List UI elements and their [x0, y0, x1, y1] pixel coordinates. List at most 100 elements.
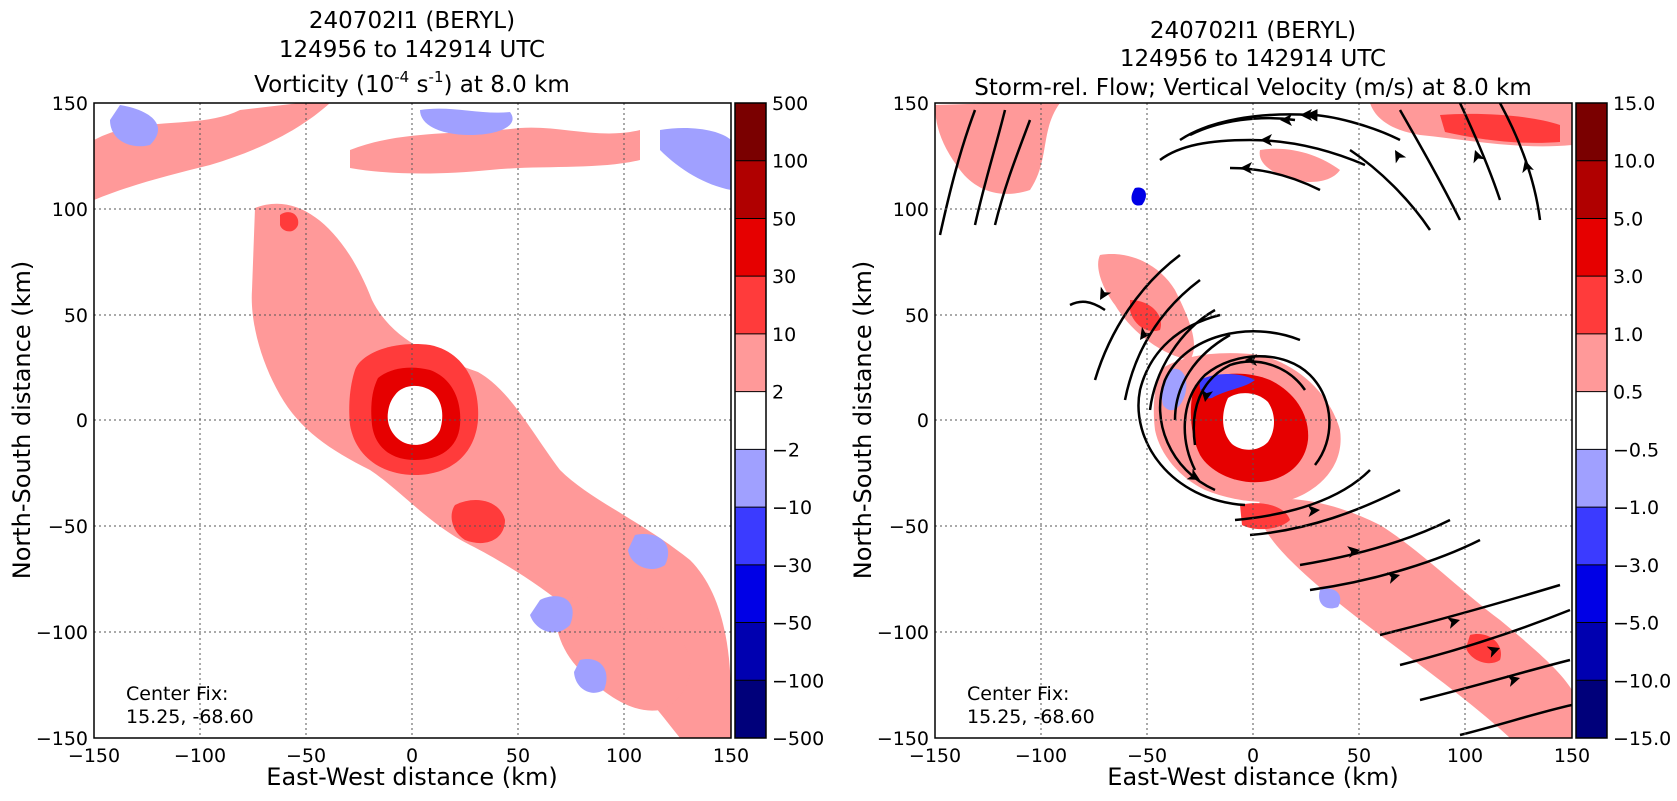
vorticity-north-arc-east: [350, 127, 640, 174]
streamline: [1399, 608, 1571, 667]
colorbar-tick-label: −10: [772, 497, 812, 519]
vorticity-y-axis: 150 100 50 0 −50 −100 −150: [36, 93, 88, 750]
streamline: [1192, 360, 1307, 446]
colorbar-tick-label: 50: [772, 208, 796, 230]
vorticity-center-fix-value: 15.25, -68.60: [126, 706, 254, 728]
colorbar-swatch: [1576, 391, 1607, 450]
streamline: [1069, 300, 1106, 312]
streamline: [1309, 538, 1481, 592]
colorbar-swatch: [735, 218, 766, 277]
tick-label: 0: [1247, 745, 1259, 767]
vertical-velocity-panel: 240702I1 (BERYL) 124956 to 142914 UTC St…: [849, 18, 1671, 791]
streamline-arrow: [1522, 160, 1534, 174]
tick-label: 50: [64, 305, 88, 327]
tick-label: −150: [68, 745, 120, 767]
tick-label: 100: [893, 199, 929, 221]
tick-label: 150: [893, 93, 929, 115]
streamline: [1249, 488, 1401, 537]
streamline: [1229, 166, 1321, 192]
tick-label: −150: [877, 728, 929, 750]
tick-label: 50: [1347, 745, 1371, 767]
wvel-west-core: [1130, 300, 1161, 332]
streamline-arrow: [1260, 134, 1272, 146]
colorbar-tick-label: 5.0: [1613, 208, 1643, 230]
tick-label: 0: [76, 410, 88, 432]
vorticity-negative-south: [574, 659, 607, 693]
vorticity-negative-northeast: [660, 128, 731, 190]
wvel-x-axis: −150 −100 −50 0 50 100 150: [909, 745, 1590, 767]
colorbar-tick-label: −1.0: [1613, 497, 1659, 519]
streamline-arrow: [1100, 286, 1112, 300]
tick-label: 100: [52, 199, 88, 221]
wvel-center-fix-value: 15.25, -68.60: [967, 706, 1095, 728]
colorbar-swatch: [1576, 564, 1607, 624]
streamline: [993, 119, 1032, 226]
tick-label: 150: [1554, 745, 1590, 767]
colorbar-swatch: [1576, 218, 1607, 277]
tick-label: −100: [877, 622, 929, 644]
streamline: [1093, 254, 1181, 381]
streamline-arrow: [1140, 326, 1152, 340]
streamline-arrow: [1506, 675, 1520, 687]
panel-b-title-line-3: Storm-rel. Flow; Vertical Velocity (m/s)…: [974, 75, 1532, 101]
streamline: [1123, 279, 1201, 401]
colorbar-swatch: [1576, 160, 1607, 219]
colorbar-tick-label: −100: [772, 670, 824, 692]
tick-label: −50: [889, 516, 929, 538]
streamline: [1173, 333, 1231, 421]
wvel-north-downdraft: [1131, 187, 1146, 206]
colorbar-swatch: [1576, 276, 1607, 335]
colorbar-swatch: [1576, 680, 1607, 739]
colorbar-swatch: [1576, 103, 1607, 162]
tick-label: −100: [36, 622, 88, 644]
colorbar-swatch: [735, 449, 766, 508]
colorbar-tick-label: 15.0: [1613, 93, 1655, 115]
streamline: [1158, 330, 1301, 492]
colorbar-frame: [1575, 102, 1608, 739]
colorbar-swatch: [1576, 333, 1607, 393]
vorticity-colorbar: 500 100 50 30 10 2 −2 −10 −30 −50 −100 −500: [734, 93, 824, 750]
streamline-arrow: [1186, 468, 1200, 480]
colorbar-tick-label: 500: [772, 93, 808, 115]
colorbar-swatch: [1576, 507, 1607, 566]
panel-a-title-line-3: Vorticity (10-4 s-1) at 8.0 km: [254, 68, 570, 98]
wvel-south-downdraft: [1319, 588, 1341, 609]
panel-a-title-line-2: 124956 to 142914 UTC: [279, 37, 545, 63]
streamline: [1349, 148, 1432, 231]
tick-label: 50: [506, 745, 530, 767]
streamline-arrow: [1395, 150, 1407, 164]
streamline: [1159, 138, 1366, 167]
wvel-y-axis: 150 100 50 0 −50 −100 −150: [877, 93, 929, 750]
colorbar-swatch: [735, 276, 766, 335]
colorbar-tick-label: −10.0: [1613, 670, 1671, 692]
colorbar-tick-label: −0.5: [1613, 439, 1659, 461]
vorticity-south-cell: [451, 500, 505, 544]
colorbar-tick-label: −2: [772, 439, 800, 461]
streamline-arrow: [1386, 572, 1401, 584]
colorbar-swatch: [1576, 449, 1607, 508]
streamline-arrowheads: [1100, 109, 1534, 687]
streamline: [1398, 109, 1462, 221]
vorticity-negative-southeast: [530, 596, 573, 633]
streamline-arrow: [1307, 505, 1320, 518]
wvel-center-fix-label: Center Fix:: [967, 683, 1069, 705]
tick-label: −100: [1015, 745, 1067, 767]
wvel-northeast-core: [1440, 113, 1560, 143]
colorbar-tick-label: 30: [772, 266, 796, 288]
colorbar-tick-label: −50: [772, 613, 812, 635]
streamline-arrow: [1300, 109, 1312, 121]
wvel-eye: [1223, 393, 1274, 450]
colorbar-tick-label: −500: [772, 728, 824, 750]
tick-label: 100: [1447, 745, 1483, 767]
colorbar-frame: [734, 102, 767, 739]
streamline-arrow: [1347, 546, 1360, 558]
vorticity-negative-northwest: [110, 105, 159, 147]
streamline: [1179, 108, 1401, 142]
tick-label: 0: [917, 410, 929, 432]
colorbar-tick-label: 100: [772, 151, 808, 173]
streamline-arrow: [1240, 162, 1252, 174]
colorbar-tick-label: 1.0: [1613, 324, 1643, 346]
streamline: [1459, 703, 1572, 737]
vorticity-plot-frame: [93, 102, 732, 739]
colorbar-tick-label: −5.0: [1613, 613, 1659, 635]
